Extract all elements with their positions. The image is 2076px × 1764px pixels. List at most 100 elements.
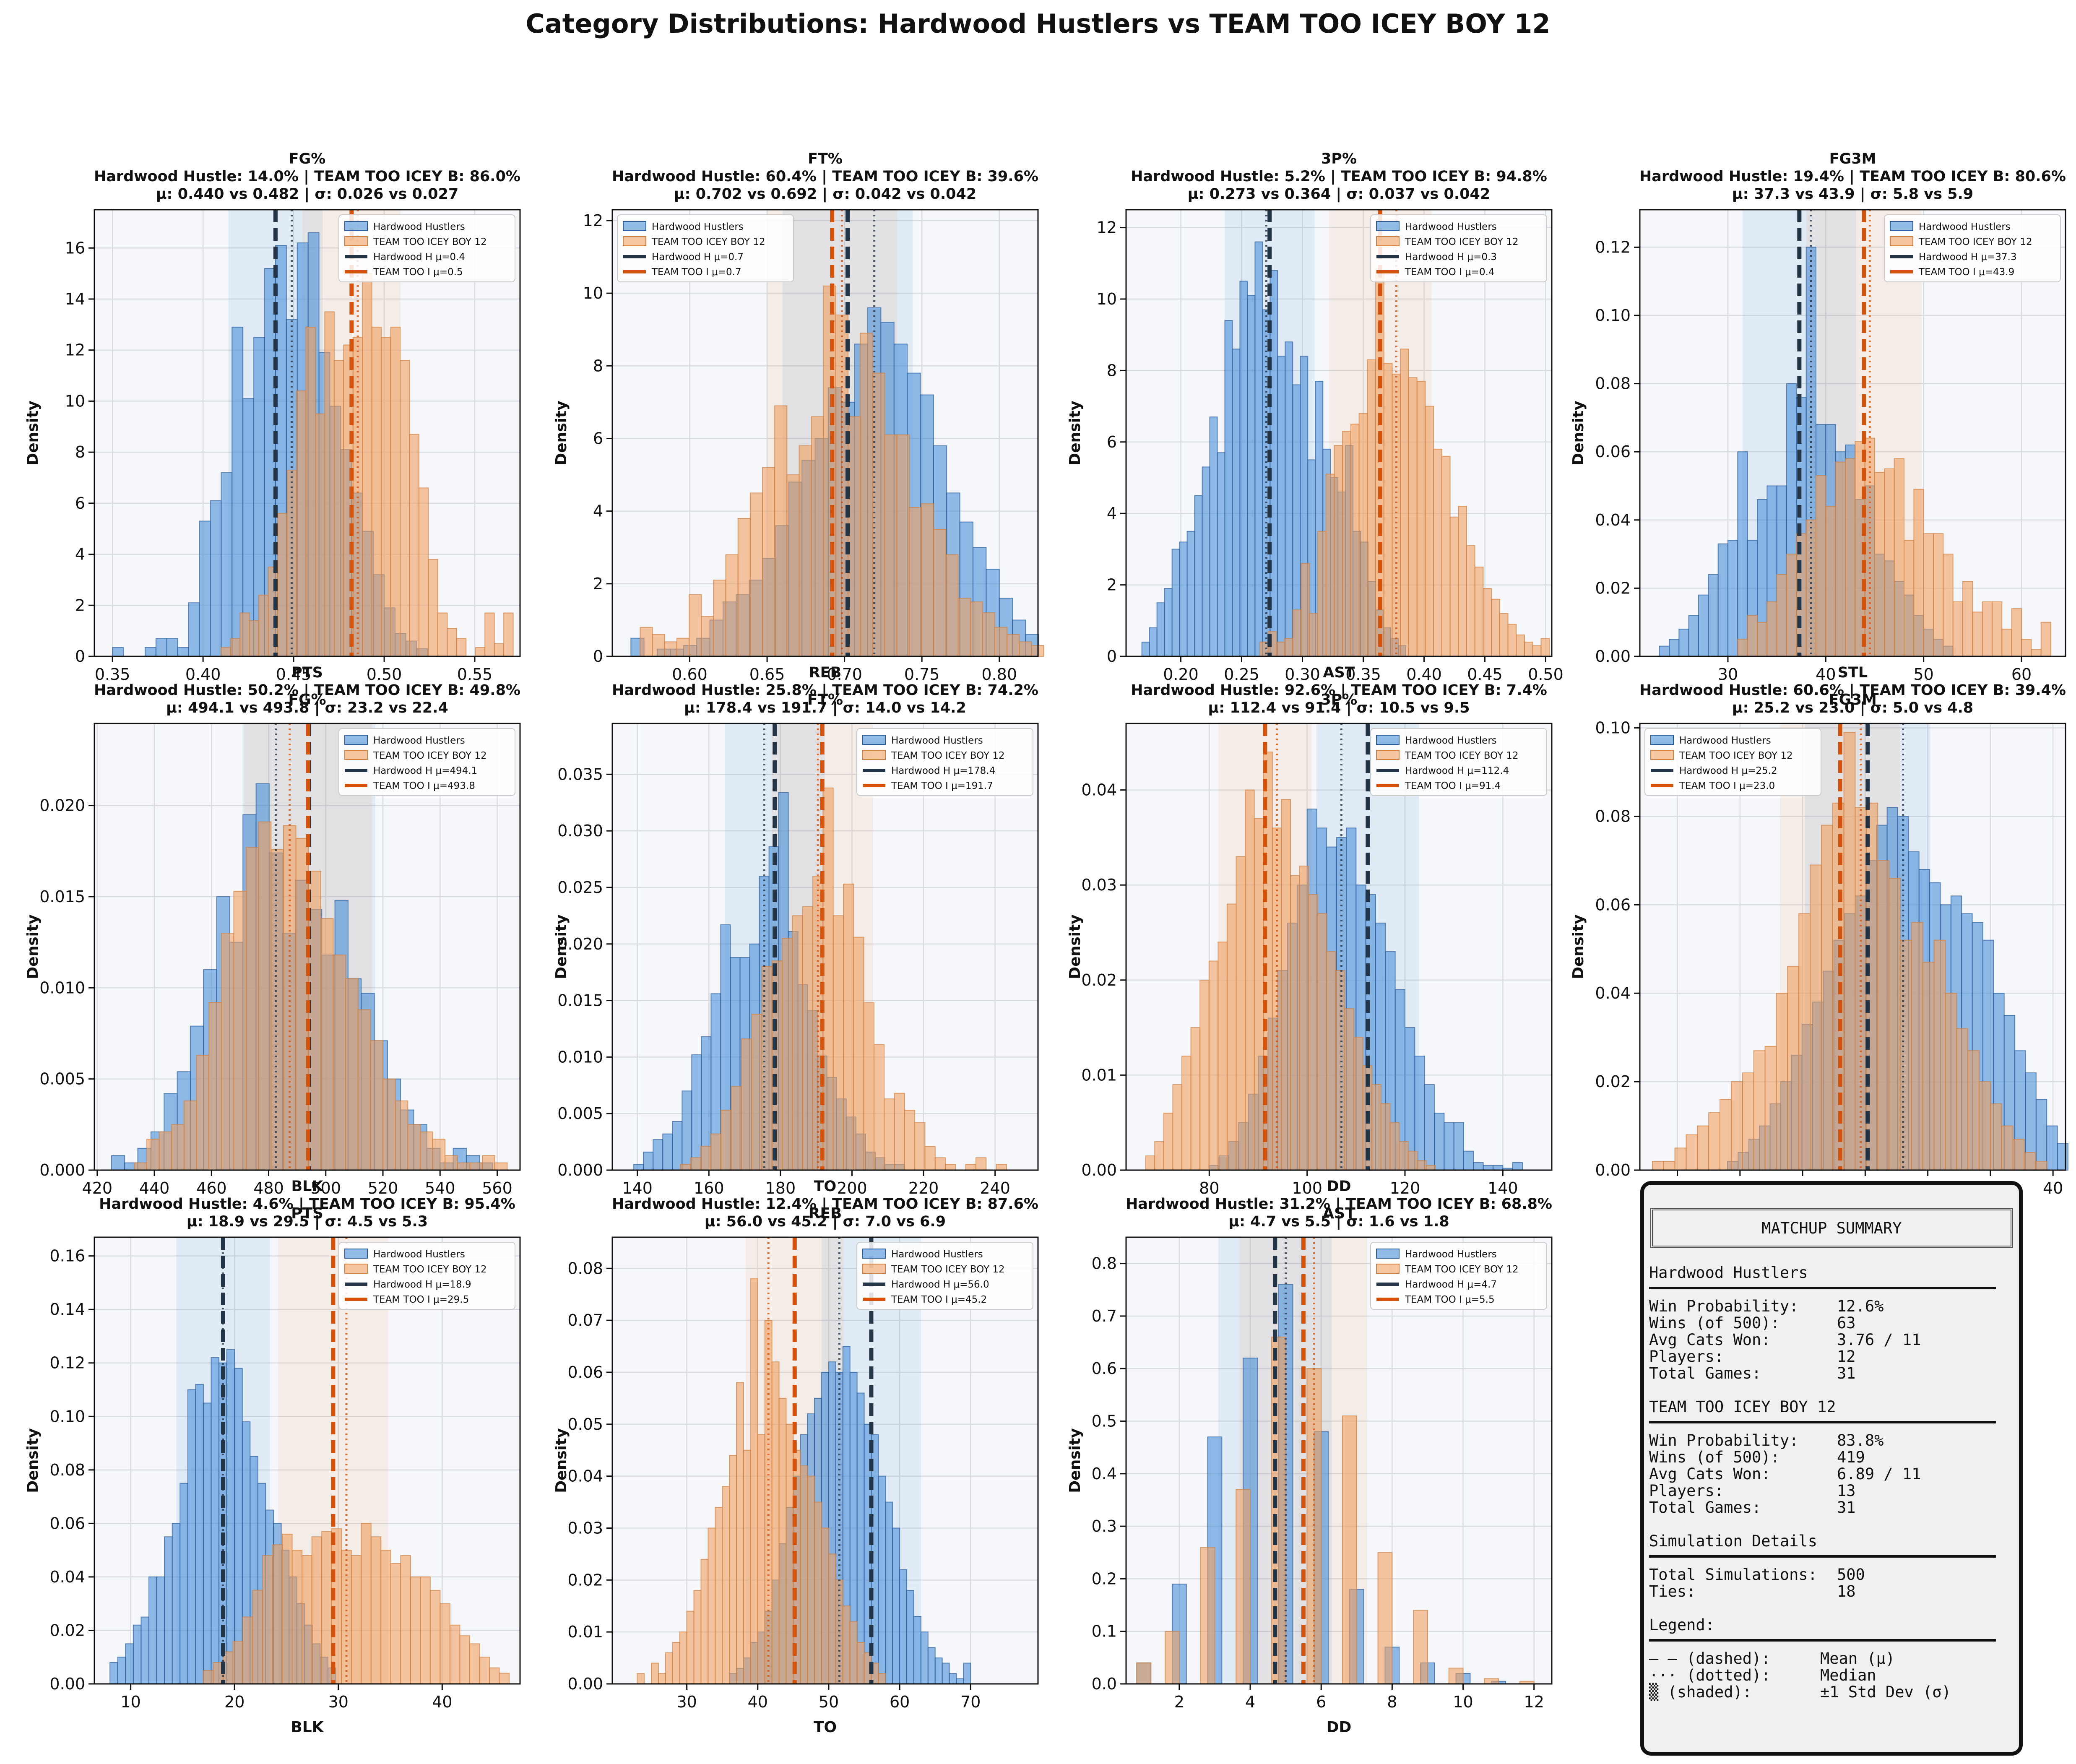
- bar-team-b: [221, 647, 231, 657]
- panel-title-line: μ: 0.702 vs 0.692 | σ: 0.042 vs 0.042: [674, 186, 976, 203]
- bar-team-a: [177, 647, 189, 657]
- panel-blk: 0.00 0.02 0.04 0.06 0.08 0.10 0.12 0.14 0.16 10 20…: [24, 1178, 521, 1736]
- bar-team-b: [934, 1157, 946, 1171]
- legend-swatch: [344, 1264, 368, 1274]
- bar-team-b: [1922, 962, 1935, 1171]
- bar-team-b: [469, 1162, 483, 1171]
- bar-team-a: [1659, 645, 1670, 657]
- bar-team-b: [1737, 639, 1748, 657]
- bar-team-b: [1889, 878, 1901, 1171]
- bar-team-b: [1399, 1141, 1409, 1171]
- bar-team-b: [1825, 506, 1836, 657]
- panel-title-line: FG%: [289, 151, 326, 167]
- bar-team-b: [345, 978, 359, 1171]
- legend-box: [338, 728, 515, 796]
- bar-team-b: [499, 1673, 510, 1684]
- x-tick-label: 2: [1174, 1693, 1184, 1711]
- y-tick-label: 0.08: [567, 1259, 603, 1277]
- bar-team-b: [361, 1523, 372, 1684]
- y-tick-label: 0.06: [1595, 895, 1631, 914]
- bar-team-b: [679, 1631, 687, 1685]
- y-tick-label: 0.6: [1092, 1359, 1117, 1378]
- legend-swatch: [623, 236, 646, 246]
- bar-team-b: [1377, 1552, 1393, 1684]
- x-axis-label: FT%: [807, 691, 843, 708]
- legend-ast: Hardwood Hustlers TEAM TOO ICEY BOY 12 Har…: [1370, 728, 1547, 796]
- y-tick-label: 0.06: [567, 1363, 603, 1382]
- bar-team-a: [920, 1631, 929, 1685]
- legend-row-shaded: ▒ (shaded):: [1649, 1683, 1752, 1701]
- team-b-row-win-prob: Win Probability:: [1649, 1431, 1799, 1449]
- y-tick-label: 0: [593, 647, 603, 666]
- bar-team-a: [2057, 1143, 2068, 1171]
- y-tick-label: 0.3: [1092, 1517, 1117, 1535]
- bar-team-b: [1990, 1103, 2002, 1171]
- panel-title-line: μ: 178.4 vs 191.7 | σ: 14.0 vs 14.2: [684, 700, 966, 716]
- bar-team-b: [1358, 413, 1368, 657]
- panel-title-line: Hardwood Hustle: 4.6% | TEAM TOO ICEY B:…: [99, 1196, 515, 1212]
- legend-entry-label: TEAM TOO ICEY BOY 12: [1918, 237, 2032, 247]
- bar-team-a: [112, 647, 124, 657]
- x-tick-label: 40: [748, 1693, 768, 1711]
- bar-team-b: [1145, 1155, 1155, 1171]
- y-tick-label: 0.020: [39, 796, 85, 815]
- legend-box: [338, 214, 515, 282]
- bar-team-b: [1933, 533, 1944, 657]
- bar-team-b: [1776, 574, 1787, 657]
- bar-team-b: [272, 1544, 283, 1685]
- bar-team-b: [1353, 1036, 1363, 1171]
- x-tick-label: 200: [837, 1179, 867, 1197]
- y-tick-label: 0.04: [49, 1568, 85, 1586]
- bar-team-b: [878, 1673, 886, 1685]
- bar-team-b: [896, 434, 910, 657]
- bar-team-b: [743, 1449, 751, 1685]
- y-tick-label: 0.06: [49, 1514, 85, 1532]
- legend-swatch: [1376, 1249, 1400, 1259]
- x-tick-label: 0.80: [981, 665, 1017, 684]
- x-tick-label: 60: [2011, 665, 2032, 684]
- bar-team-b: [994, 627, 1008, 657]
- bar-team-b: [1306, 1368, 1322, 1685]
- panel-title-line: μ: 56.0 vs 45.2 | σ: 7.0 vs 6.9: [705, 1213, 946, 1230]
- y-tick-label: 4: [593, 502, 603, 520]
- bar-team-b: [843, 883, 854, 1171]
- bar-team-b: [1383, 363, 1393, 657]
- bar-team-a: [1171, 549, 1180, 657]
- panel-reb-frame: [611, 723, 1039, 1171]
- x-tick-label: 0.60: [672, 665, 708, 684]
- bar-team-a: [2035, 1099, 2047, 1171]
- bar-team-b: [853, 937, 864, 1171]
- bar-team-b: [271, 848, 284, 1171]
- bar-team-b: [856, 1642, 865, 1684]
- y-tick-label: 6: [593, 429, 603, 448]
- bar-team-b: [233, 890, 247, 1171]
- bar-team-b: [1335, 970, 1345, 1171]
- panel-dd: 0.0 0.1 0.2 0.3 0.4 0.5 0.6 0.7 0.8 2 4 6 8 10 12 Densi…: [1067, 1178, 1553, 1736]
- bar-team-b: [1342, 431, 1351, 657]
- bar-team-b: [710, 1133, 722, 1171]
- simulation-rule: [1649, 1555, 1996, 1558]
- bar-team-b: [832, 915, 844, 1171]
- legend-entry-label: Hardwood H μ=25.2: [1679, 765, 1777, 776]
- legend-swatch: [1890, 221, 1913, 231]
- simulation-row-ties: Ties:: [1649, 1582, 1696, 1600]
- panel-title-line: AST: [1323, 664, 1355, 681]
- bar-team-b: [715, 1506, 723, 1684]
- panel-title-line: μ: 112.4 vs 91.4 | σ: 10.5 vs 9.5: [1208, 700, 1470, 716]
- bar-team-b: [1945, 993, 1957, 1171]
- panel-dd-plot-area: [1126, 1237, 1552, 1684]
- bar-team-b: [2040, 622, 2051, 657]
- bar-team-b: [382, 1078, 396, 1171]
- legend-entry-label: TEAM TOO ICEY BOY 12: [1405, 750, 1519, 761]
- legend-fg3m: Hardwood Hustlers TEAM TOO ICEY BOY 12 Har…: [1884, 214, 2061, 282]
- y-tick-label: 0.00: [1081, 1161, 1117, 1179]
- bar-team-b: [1218, 942, 1228, 1171]
- x-tick-label: 480: [253, 1179, 284, 1197]
- bar-team-b: [1674, 1147, 1687, 1171]
- legend-entry-label: TEAM TOO ICEY BOY 12: [373, 237, 487, 247]
- panel-stl-frame: [1639, 723, 2066, 1171]
- x-tick-label: 0.40: [185, 665, 221, 684]
- bar-team-b: [1425, 406, 1434, 657]
- bar-team-a: [1717, 543, 1728, 657]
- bar-team-b: [469, 1643, 480, 1684]
